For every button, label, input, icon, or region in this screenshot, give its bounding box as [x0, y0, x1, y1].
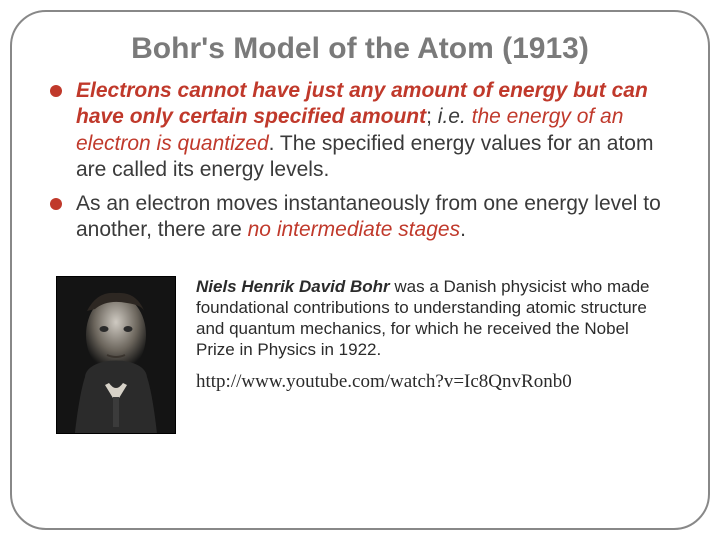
bullet1-sep: ;	[426, 105, 438, 128]
bullet-item-1: Electrons cannot have just any amount of…	[48, 78, 672, 183]
bottom-row: Niels Henrik David Bohr was a Danish phy…	[48, 276, 672, 434]
video-link[interactable]: http://www.youtube.com/watch?v=Ic8QnvRon…	[196, 371, 672, 393]
portrait-image	[56, 276, 176, 434]
bullet1-ie: i.e.	[438, 105, 466, 128]
bullet2-red: no intermediate stages	[248, 218, 460, 241]
bullet-list: Electrons cannot have just any amount of…	[48, 78, 672, 244]
bullet2-tail: .	[460, 218, 466, 241]
bio-name: Niels Henrik David Bohr	[196, 277, 390, 296]
bullet-item-2: As an electron moves instantaneously fro…	[48, 191, 672, 244]
bio-column: Niels Henrik David Bohr was a Danish phy…	[196, 276, 672, 393]
bio-text: Niels Henrik David Bohr was a Danish phy…	[196, 276, 672, 361]
slide-title: Bohr's Model of the Atom (1913)	[48, 32, 672, 66]
slide-frame: Bohr's Model of the Atom (1913) Electron…	[10, 10, 710, 530]
